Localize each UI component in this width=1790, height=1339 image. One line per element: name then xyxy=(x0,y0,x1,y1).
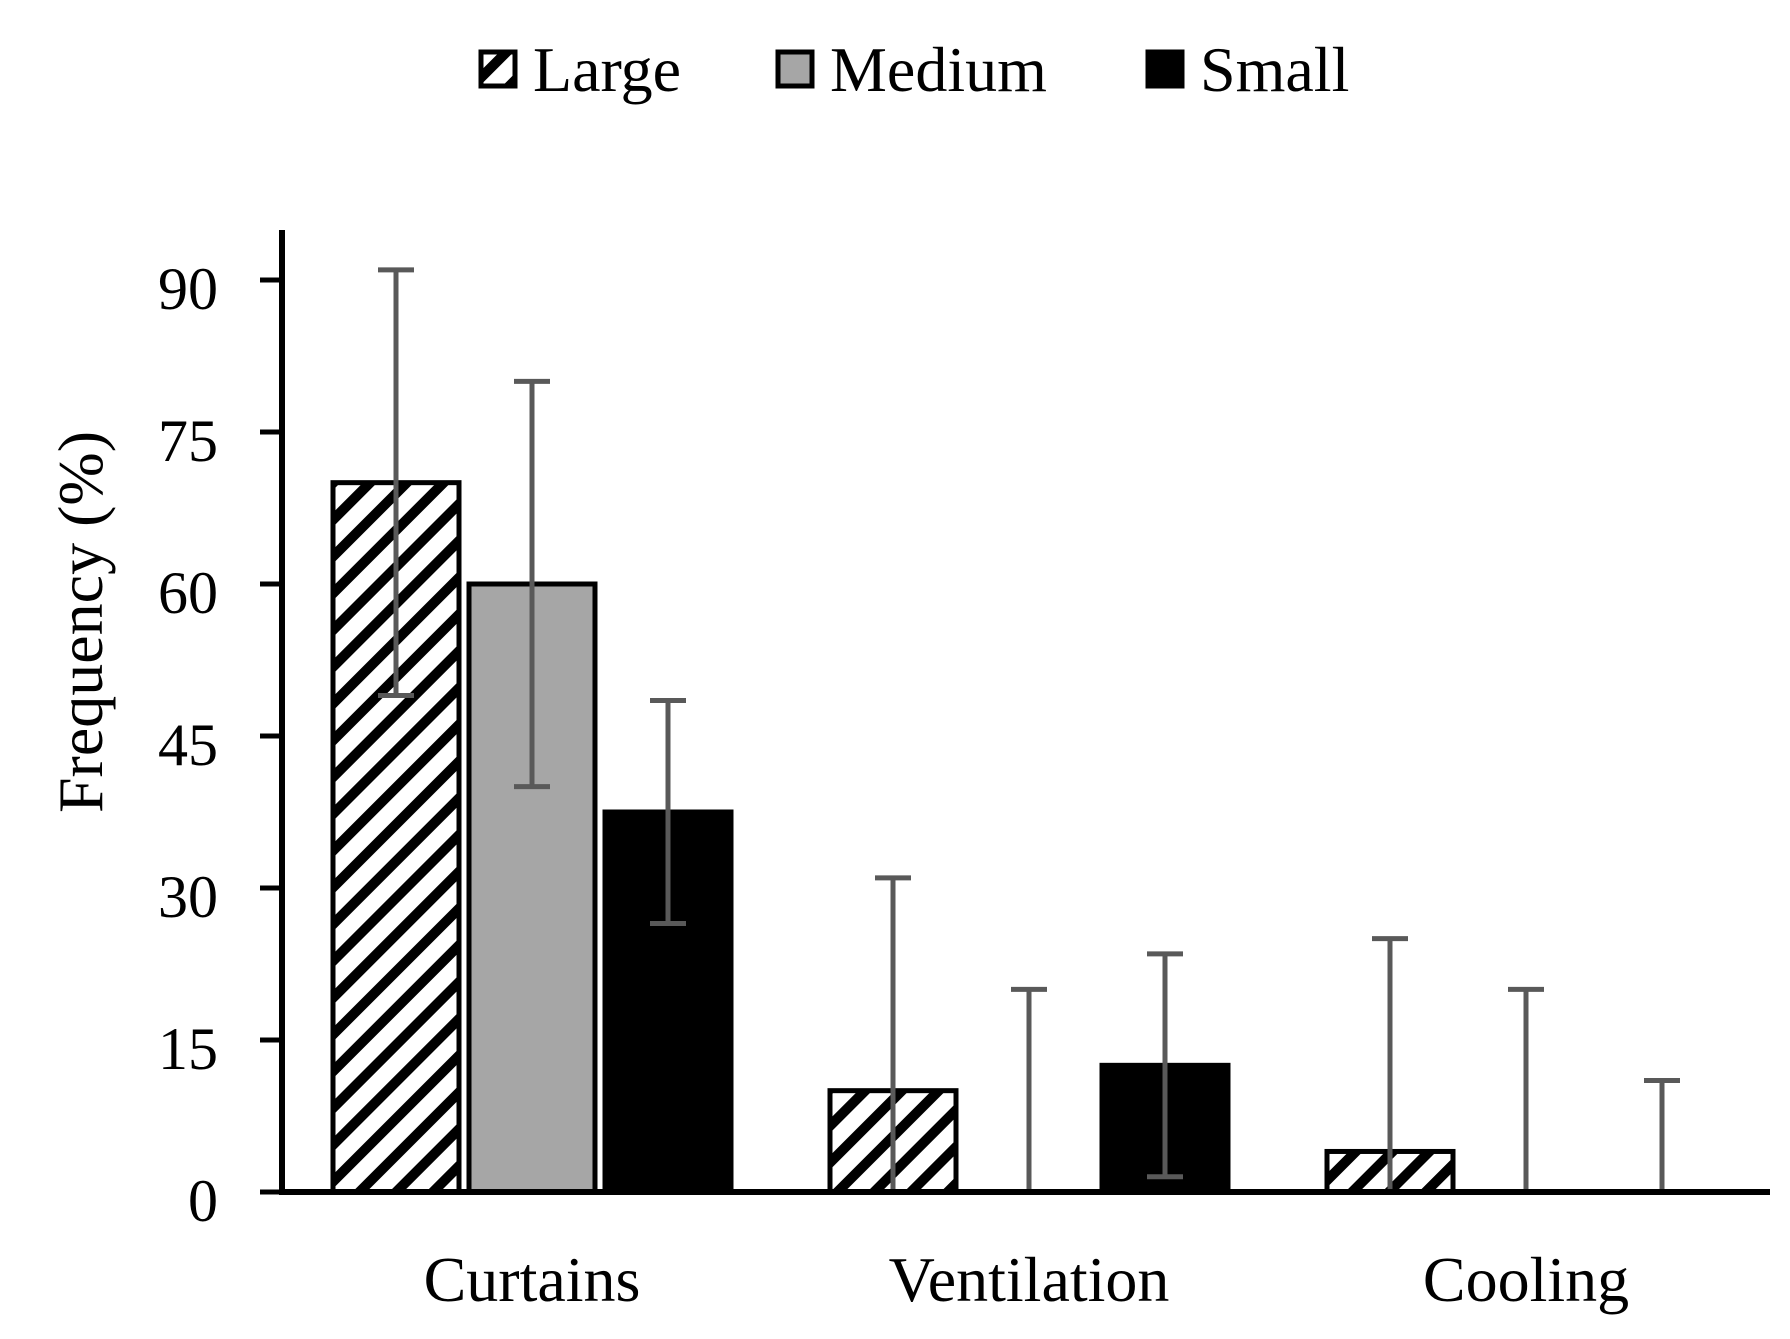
legend: Large Medium Small xyxy=(478,34,1349,105)
legend-label-medium: Medium xyxy=(830,34,1047,105)
error-bars xyxy=(378,267,1680,1192)
y-axis-label: Frequency (%) xyxy=(45,431,116,813)
y-tick-label: 75 xyxy=(158,408,218,474)
error-bar-medium-cooling xyxy=(1508,986,1544,1192)
error-bar-large-ventilation xyxy=(875,875,911,1192)
x-tick-labels: Curtains Ventilation Cooling xyxy=(424,1244,1630,1315)
error-bar-medium-curtains xyxy=(514,378,550,790)
y-tick-label: 0 xyxy=(188,1168,218,1234)
legend-swatch-small xyxy=(1145,49,1185,89)
error-bar-small-ventilation xyxy=(1147,951,1183,1180)
y-tick-label: 60 xyxy=(158,560,218,626)
y-tick-label: 90 xyxy=(158,256,218,322)
x-tick-label-ventilation: Ventilation xyxy=(889,1244,1170,1315)
x-tick-label-cooling: Cooling xyxy=(1423,1244,1629,1315)
legend-swatch-large xyxy=(478,49,518,89)
error-bar-medium-ventilation xyxy=(1011,986,1047,1192)
error-bar-small-cooling xyxy=(1644,1078,1680,1192)
y-tick-label: 30 xyxy=(158,864,218,930)
legend-label-small: Small xyxy=(1200,34,1349,105)
error-bar-large-cooling xyxy=(1372,936,1408,1192)
bar-medium-curtains xyxy=(466,581,598,1195)
axes xyxy=(260,230,1770,1195)
error-bar-large-curtains xyxy=(378,267,414,698)
y-tick-label: 15 xyxy=(158,1016,218,1082)
x-tick-label-curtains: Curtains xyxy=(424,1244,641,1315)
y-tick-labels: 0 15 30 45 60 75 90 xyxy=(158,256,218,1234)
legend-swatch-medium xyxy=(775,49,815,89)
y-tick-label: 45 xyxy=(158,712,218,778)
legend-label-large: Large xyxy=(533,34,681,105)
error-bar-small-curtains xyxy=(650,698,686,926)
